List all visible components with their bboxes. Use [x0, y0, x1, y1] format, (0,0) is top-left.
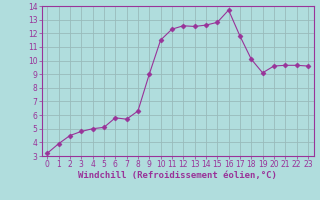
X-axis label: Windchill (Refroidissement éolien,°C): Windchill (Refroidissement éolien,°C)	[78, 171, 277, 180]
